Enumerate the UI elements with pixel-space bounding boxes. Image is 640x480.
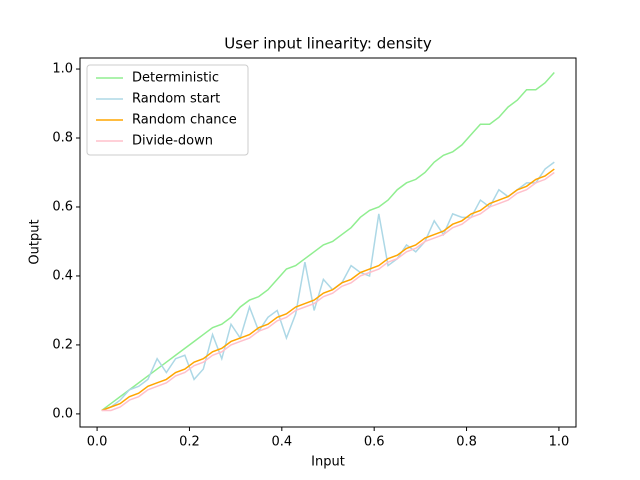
data-line <box>101 161 555 412</box>
x-tick-label: 0.0 <box>87 435 108 450</box>
plot-frame <box>79 57 577 428</box>
legend-label: Random chance <box>132 113 237 128</box>
legend-label: Divide-down <box>132 134 213 149</box>
x-tick-label: 0.6 <box>364 435 385 450</box>
x-tick-label: 0.8 <box>456 435 477 450</box>
chart-title: User input linearity: density <box>224 35 432 53</box>
x-axis-label: Input <box>311 455 345 470</box>
y-tick-label: 0.0 <box>52 406 73 421</box>
y-tick-label: 0.2 <box>52 337 73 352</box>
legend-box <box>86 64 249 156</box>
y-tick-label: 0.8 <box>52 131 73 146</box>
y-tick-label: 0.4 <box>52 268 73 283</box>
x-tick-label: 0.4 <box>271 435 292 450</box>
data-line <box>101 71 555 412</box>
y-tick-label: 0.6 <box>52 199 73 214</box>
legend-label: Random start <box>132 92 220 107</box>
data-line <box>101 168 555 412</box>
x-tick-label: 0.2 <box>179 435 200 450</box>
x-tick-label: 1.0 <box>549 435 570 450</box>
legend-label: Deterministic <box>132 71 219 86</box>
y-axis-label: Output <box>28 219 43 264</box>
data-line <box>101 171 555 412</box>
y-tick-label: 1.0 <box>52 62 73 77</box>
